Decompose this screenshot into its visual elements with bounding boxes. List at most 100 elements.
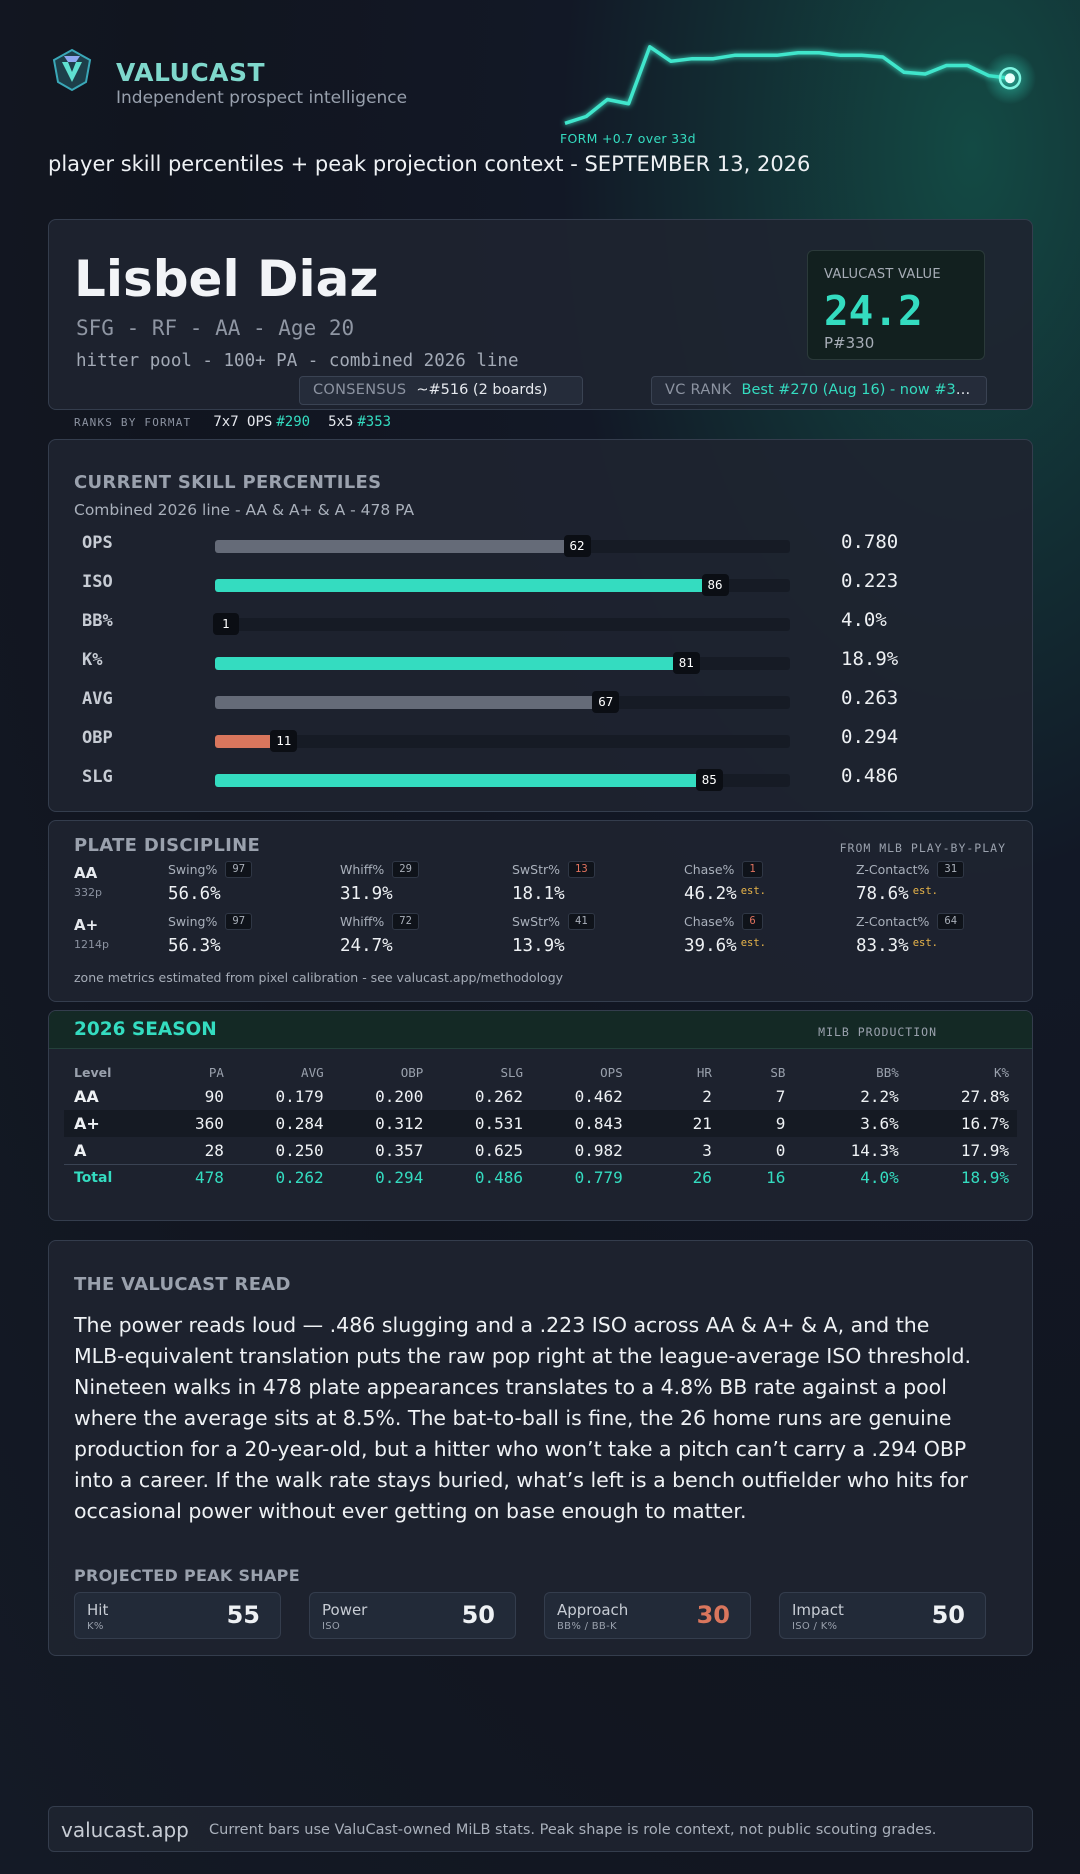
- column-header: PA: [208, 1064, 224, 1080]
- percentile-row: OPS 62 0.780: [74, 529, 1014, 559]
- discipline-metric: Swing% 97 56.6%: [168, 861, 253, 904]
- discipline-metric: Chase% 1 46.2% est.: [684, 861, 766, 904]
- discipline-metric: Z-Contact% 64 83.3% est.: [856, 913, 965, 956]
- percentile-row: AVG 67 0.263: [74, 685, 1014, 715]
- discipline-source: FROM MLB PLAY-BY-PLAY: [839, 841, 1006, 855]
- percentile-label: SLG: [82, 767, 113, 787]
- table-cell: 90: [204, 1087, 224, 1106]
- percentile-fill: [215, 540, 572, 553]
- percentile-label: K%: [82, 650, 103, 670]
- percentile-value: 0.780: [841, 531, 899, 553]
- percentile-fill: [215, 774, 704, 787]
- metric-name: Z-Contact% 64: [856, 913, 965, 930]
- metric-name: Z-Contact% 31: [856, 861, 965, 878]
- table-cell: 26: [630, 1163, 720, 1191]
- metric-percentile-badge: 1: [742, 861, 763, 878]
- ranks-format-label: RANKS BY FORMAT: [74, 415, 192, 429]
- table-cell: AA: [74, 1087, 99, 1106]
- peak-basis: BB% / BB-K: [557, 1621, 617, 1632]
- footer: valucast.app Current bars use ValuCast-o…: [48, 1806, 1033, 1852]
- percentile-value: 0.263: [841, 687, 899, 709]
- table-cell: 0.284: [231, 1110, 332, 1137]
- peak-name: Power: [322, 1601, 368, 1619]
- percentile-badge: 1: [212, 613, 239, 635]
- format-name: 7x7 OPS: [213, 414, 273, 430]
- table-cell: 0.779: [531, 1163, 631, 1191]
- estimated-tag: est.: [912, 937, 938, 949]
- column-header: OPS: [600, 1064, 623, 1080]
- season-card: 2026 SEASON MILB PRODUCTION Level PA AVG OB…: [48, 1010, 1033, 1221]
- peak-shape-card: Impact ISO / K% 50: [779, 1592, 986, 1639]
- column-header: BB%: [876, 1064, 899, 1080]
- percentile-row: ISO 86 0.223: [74, 568, 1014, 598]
- vc-rank-chip: VC RANK Best #270 (Aug 16) - now #330: [651, 376, 987, 405]
- peak-shape-card: Approach BB% / BB-K 30: [544, 1592, 751, 1639]
- table-cell: 0.625: [474, 1140, 524, 1160]
- metric-label: Chase%: [684, 914, 735, 929]
- table-cell: Total: [64, 1163, 159, 1191]
- brand-tagline: Independent prospect intelligence: [116, 88, 408, 108]
- metric-percentile-badge: 29: [392, 861, 419, 878]
- form-label: FORM +0.7 over 33d: [560, 131, 696, 146]
- table-cell: 0.312: [331, 1110, 432, 1137]
- level-pitch-count: 332p: [74, 886, 102, 899]
- metric-percentile-badge: 72: [392, 913, 419, 930]
- table-cell: 28: [204, 1140, 224, 1160]
- consensus-value: ~#516 (2 boards): [416, 382, 548, 398]
- percentile-badge: 81: [672, 652, 700, 674]
- table-cell: 0.843: [531, 1110, 631, 1137]
- valucast-value-box: VALUCAST VALUE 24.2 P#330: [807, 250, 985, 360]
- estimated-tag: est.: [740, 885, 766, 897]
- percentile-track: 67: [215, 691, 790, 713]
- metric-label: Chase%: [684, 862, 735, 877]
- valucast-logo-icon: [52, 48, 92, 92]
- brand-header: VALUCAST Independent prospect intelligen…: [50, 48, 407, 108]
- value-number: 24.2: [824, 287, 923, 335]
- table-cell: 16.7%: [906, 1110, 1017, 1137]
- table-cell: 360: [158, 1110, 232, 1137]
- table-cell: 0.294: [331, 1163, 432, 1191]
- discipline-metric: SwStr% 41 13.9%: [512, 913, 595, 956]
- value-rank: P#330: [824, 334, 875, 352]
- footer-site-link[interactable]: valucast.app: [61, 1818, 189, 1842]
- metric-label: Z-Contact%: [856, 862, 930, 877]
- table-total-row: Total 478 0.262 0.294 0.486 0.779 26 16 4.0% 18.9…: [64, 1163, 1017, 1191]
- table-cell: 0: [775, 1140, 786, 1160]
- percentile-badge: 11: [270, 730, 298, 752]
- metric-value: 83.3% est.: [856, 936, 938, 956]
- percentile-track: 62: [215, 535, 790, 557]
- table-cell: 3: [702, 1140, 712, 1160]
- discipline-metric: Swing% 97 56.3%: [168, 913, 253, 956]
- table-cell: 17.9%: [960, 1140, 1009, 1160]
- level-name: A+: [74, 916, 99, 934]
- percentile-track: 81: [215, 652, 790, 674]
- percentile-row: K% 81 18.9%: [74, 646, 1014, 676]
- metric-label: SwStr%: [512, 914, 561, 929]
- player-name: Lisbel Diaz: [74, 250, 379, 308]
- percentile-label: OBP: [82, 728, 113, 748]
- table-cell: 21: [630, 1110, 720, 1137]
- percentile-row: BB% 1 4.0%: [74, 607, 1014, 637]
- brand-name: VALUCAST: [116, 58, 266, 87]
- metric-label: Whiff%: [340, 914, 385, 929]
- table-cell: 27.8%: [960, 1087, 1009, 1106]
- column-header: SLG: [500, 1064, 524, 1080]
- player-card: Lisbel Diaz SFG - RF - AA - Age 20 hitte…: [48, 219, 1033, 410]
- table-cell: 0.357: [375, 1140, 424, 1160]
- table-cell: A+: [64, 1110, 159, 1137]
- table-cell: 14.3%: [850, 1140, 899, 1160]
- metric-value: 46.2% est.: [684, 884, 766, 904]
- metric-label: Swing%: [168, 862, 218, 877]
- discipline-metric: Z-Contact% 31 78.6% est.: [856, 861, 965, 904]
- level-pitch-count: 1214p: [74, 938, 109, 951]
- value-label: VALUCAST VALUE: [824, 267, 941, 282]
- metric-percentile-badge: 97: [225, 913, 253, 930]
- table-cell: 0.250: [275, 1140, 324, 1160]
- metric-value: 78.6% est.: [856, 884, 938, 904]
- table-cell: 3.6%: [793, 1110, 907, 1137]
- metric-percentile-badge: 31: [937, 861, 965, 878]
- metric-label: SwStr%: [512, 862, 561, 877]
- percentile-track: 1: [212, 613, 790, 635]
- column-header: K%: [993, 1064, 1009, 1080]
- percentile-track: 11: [215, 730, 790, 752]
